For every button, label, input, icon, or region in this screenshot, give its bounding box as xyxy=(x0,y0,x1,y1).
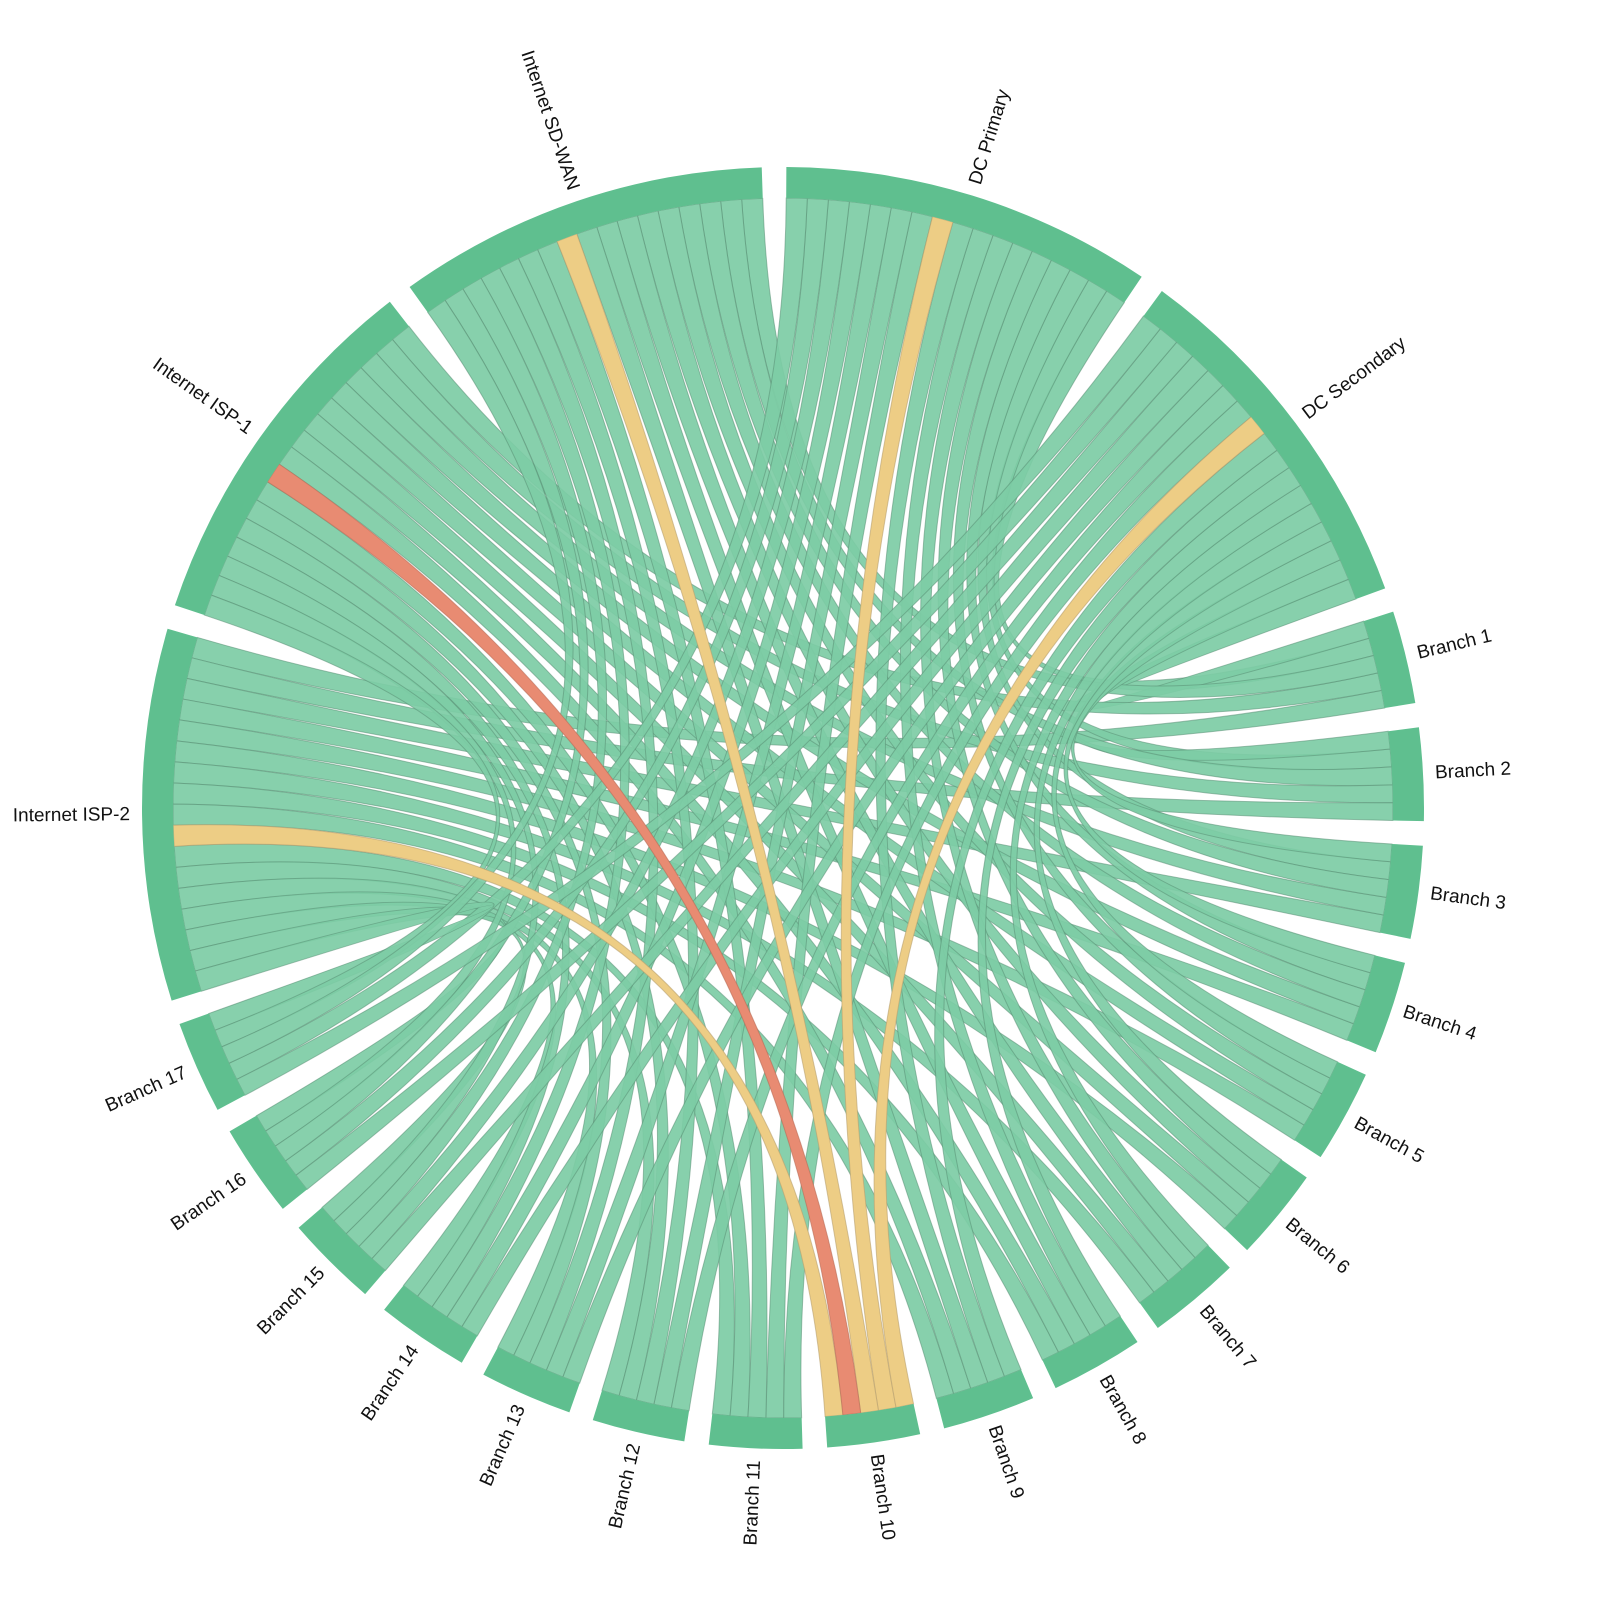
group-arcs-layer xyxy=(141,167,1425,1449)
group-label-branch-17: Branch 17 xyxy=(102,1062,190,1116)
ribbon-internet-isp-1-to-branch-10[interactable] xyxy=(266,463,862,1416)
group-label-branch-7: Branch 7 xyxy=(1195,1301,1260,1373)
group-label-branch-11: Branch 11 xyxy=(740,1460,765,1546)
group-arc-internet-isp-1[interactable] xyxy=(174,301,409,616)
group-label-branch-3: Branch 3 xyxy=(1429,883,1507,914)
group-label-branch-15: Branch 15 xyxy=(253,1263,329,1339)
ribbon-internet-sd-wan-to-branch-15[interactable] xyxy=(345,277,608,1248)
group-arc-branch-6[interactable] xyxy=(1224,1159,1307,1251)
ribbon-internet-sd-wan-to-branch-5[interactable] xyxy=(657,206,1323,1111)
group-arc-branch-16[interactable] xyxy=(229,1115,307,1209)
group-arc-branch-14[interactable] xyxy=(384,1285,478,1363)
group-label-branch-2: Branch 2 xyxy=(1435,759,1512,784)
group-label-branch-9: Branch 9 xyxy=(984,1423,1028,1502)
group-arc-branch-3[interactable] xyxy=(1380,843,1423,939)
group-arc-internet-sd-wan[interactable] xyxy=(409,167,763,313)
ribbons-layer xyxy=(172,197,1394,1419)
group-label-branch-13: Branch 13 xyxy=(476,1402,530,1490)
group-arc-branch-17[interactable] xyxy=(179,1013,245,1110)
group-label-internet-isp-2: Internet ISP-2 xyxy=(13,804,130,826)
group-label-branch-1: Branch 1 xyxy=(1415,625,1494,663)
group-arc-dc-secondary[interactable] xyxy=(1143,290,1386,599)
group-arc-branch-9[interactable] xyxy=(936,1369,1034,1429)
ribbon-internet-sd-wan-to-branch-12[interactable] xyxy=(517,248,699,1405)
group-label-branch-10: Branch 10 xyxy=(866,1453,899,1542)
group-arc-branch-11[interactable] xyxy=(708,1413,803,1449)
ribbon-internet-sd-wan-to-branch-8[interactable] xyxy=(596,220,1091,1345)
group-arc-branch-5[interactable] xyxy=(1294,1061,1366,1158)
group-label-dc-secondary: DC Secondary xyxy=(1299,333,1411,424)
group-label-dc-primary: DC Primary xyxy=(965,87,1014,187)
group-label-internet-isp-1: Internet ISP-1 xyxy=(149,354,257,439)
group-arc-branch-4[interactable] xyxy=(1347,955,1405,1053)
group-arc-branch-12[interactable] xyxy=(592,1390,690,1442)
group-arc-branch-13[interactable] xyxy=(483,1347,580,1413)
group-arc-branch-10[interactable] xyxy=(825,1403,921,1448)
group-arc-branch-7[interactable] xyxy=(1139,1245,1230,1329)
group-label-branch-5: Branch 5 xyxy=(1350,1113,1427,1168)
group-label-branch-6: Branch 6 xyxy=(1281,1214,1353,1279)
group-label-branch-4: Branch 4 xyxy=(1400,1001,1479,1045)
group-arc-branch-8[interactable] xyxy=(1042,1316,1138,1389)
group-arc-branch-2[interactable] xyxy=(1388,727,1425,822)
group-label-branch-12: Branch 12 xyxy=(605,1442,645,1531)
group-arc-branch-15[interactable] xyxy=(298,1207,386,1295)
group-arc-branch-1[interactable] xyxy=(1363,611,1416,709)
group-label-internet-sd-wan: Internet SD-WAN xyxy=(516,48,583,193)
ribbon-internet-sd-wan-to-branch-10[interactable] xyxy=(556,233,879,1414)
group-label-branch-8: Branch 8 xyxy=(1095,1372,1151,1449)
group-arc-internet-isp-2[interactable] xyxy=(141,628,202,1001)
group-label-branch-14: Branch 14 xyxy=(357,1341,423,1425)
group-arc-dc-primary[interactable] xyxy=(786,167,1142,303)
group-label-branch-16: Branch 16 xyxy=(167,1169,250,1235)
